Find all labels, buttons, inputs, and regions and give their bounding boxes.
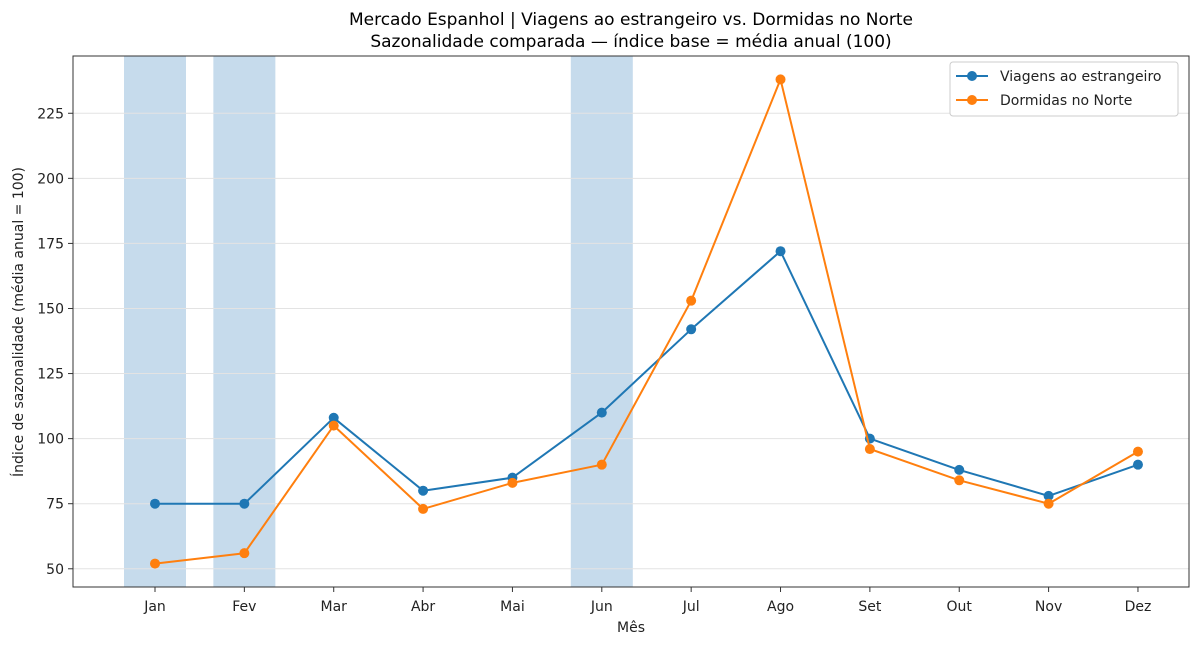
y-tick-label-175: 175 [37,236,64,252]
y-tick-label-50: 50 [46,562,64,578]
legend-label-dormidas: Dormidas no Norte [1000,93,1132,109]
highlight-band-jan [124,56,186,587]
series-0-point-ago [775,246,786,257]
highlight-bands [124,56,633,587]
series-1-point-jan [150,558,160,569]
series-0-point-abr [418,485,429,496]
series-0-point-jul [686,324,697,335]
legend-box [949,61,1179,117]
series-1-point-jul [686,295,697,306]
x-tick-label-nov: Nov [1035,599,1062,615]
series-0-point-jan [150,498,160,509]
series-1-point-nov [1043,498,1054,509]
legend: Viagens ao estrangeiro Dormidas no Norte [949,61,1179,117]
x-tick-label-jan: Jan [143,599,166,615]
axis-ticks: 50 75 100 125 150 175 200 225 Jan Fev Mar Abr Mai Jun… [37,106,1151,615]
series-1-point-ago [775,74,786,85]
series-0-point-fev [239,498,250,509]
x-tick-label-jul: Jul [682,599,700,615]
series-1-point-fev [239,548,250,559]
series-1-point-abr [418,503,429,514]
x-tick-label-mar: Mar [321,599,348,615]
x-axis-label: Mês [617,620,645,636]
x-tick-label-fev: Fev [232,599,256,615]
legend-marker-viagens [967,71,977,81]
x-tick-label-out: Out [947,599,973,615]
series-line-0 [155,250,1139,505]
highlight-band-jun [570,56,633,587]
series-0-point-dez [1132,459,1143,470]
series-1-point-jun [596,459,607,470]
series-0-point-out [954,464,965,475]
series-0-point-mar [328,412,339,423]
y-tick-label-225: 225 [37,106,64,122]
y-tick-label-200: 200 [37,171,64,187]
legend-marker-dormidas [967,95,977,105]
legend-label-viagens: Viagens ao estrangeiro [1000,69,1161,85]
x-tick-label-abr: Abr [411,599,435,615]
y-tick-label-75: 75 [46,497,64,513]
series-1-point-dez [1132,446,1143,457]
y-axis-label: Índice de sazonalidade (média anual = 10… [10,167,27,477]
x-tick-label-set: Set [858,599,882,615]
series-1-point-out [954,475,965,486]
series-1-point-mar [328,420,339,431]
series-lines [150,74,1143,569]
chart-subtitle: Sazonalidade comparada — índice base = m… [370,32,891,52]
series-0-point-nov [1043,490,1054,501]
chart-title: Mercado Espanhol | Viagens ao estrangeir… [349,10,913,30]
x-tick-label-ago: Ago [767,599,794,615]
plot-frame [72,55,1190,588]
x-tick-label-jun: Jun [590,599,613,615]
series-1-point-mai [507,477,518,488]
x-tick-label-mai: Mai [500,599,525,615]
y-tick-label-125: 125 [37,367,64,383]
series-1-point-set [864,444,875,455]
x-tick-label-dez: Dez [1125,599,1152,615]
highlight-band-fev [213,56,276,587]
y-tick-label-100: 100 [37,432,64,448]
y-tick-label-150: 150 [37,301,64,317]
series-0-point-jun [596,407,607,418]
series-line-1 [154,78,1139,565]
